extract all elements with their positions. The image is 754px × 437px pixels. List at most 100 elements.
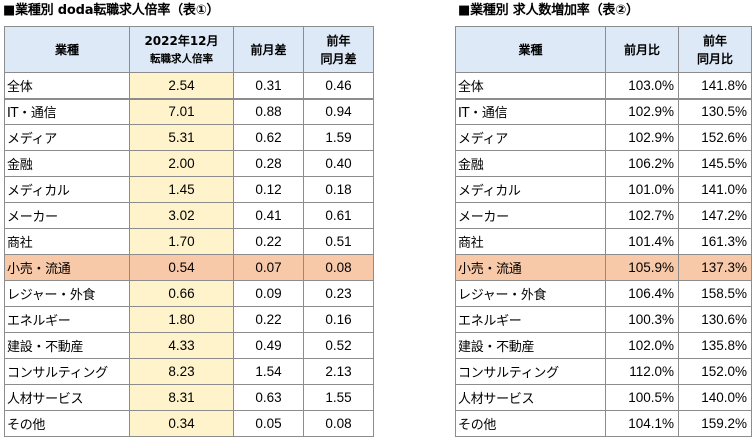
header-yoy-diff: 前年 同月差 — [303, 26, 374, 73]
mom-diff-cell: 0.49 — [233, 332, 304, 359]
rate-cell: 2.00 — [129, 150, 234, 177]
table-row: コンサルティング 112.0% 152.0% — [455, 358, 752, 385]
table-row: IT・通信 102.9% 130.5% — [455, 98, 752, 125]
yoy-diff-cell: 0.08 — [303, 254, 374, 281]
table-row: 小売・流通 0.54 0.07 0.08 — [4, 254, 374, 281]
industry-cell: 人材サービス — [455, 384, 606, 411]
header-yoy-line2: 同月比 — [696, 51, 733, 66]
yoy-ratio-cell: 145.5% — [678, 150, 752, 177]
header-yoy-ratio: 前年 同月比 — [678, 26, 752, 73]
mom-diff-cell: 1.54 — [233, 358, 304, 385]
header-mom-ratio: 前月比 — [605, 26, 679, 73]
yoy-diff-cell: 0.94 — [303, 98, 374, 125]
table-row: エネルギー 1.80 0.22 0.16 — [4, 306, 374, 333]
table-row: 建設・不動産 102.0% 135.8% — [455, 332, 752, 359]
yoy-diff-cell: 0.23 — [303, 280, 374, 307]
table-row: メーカー 3.02 0.41 0.61 — [4, 202, 374, 229]
industry-cell: メディア — [4, 124, 130, 151]
mom-diff-cell: 0.22 — [233, 306, 304, 333]
table-row: レジャー・外食 0.66 0.09 0.23 — [4, 280, 374, 307]
header-rate-line2: 転職求人倍率 — [150, 52, 213, 65]
yoy-diff-cell: 0.08 — [303, 410, 374, 437]
industry-cell: メディカル — [455, 176, 606, 203]
yoy-diff-cell: 0.52 — [303, 332, 374, 359]
mom-ratio-cell: 105.9% — [605, 254, 679, 281]
mom-diff-cell: 0.05 — [233, 410, 304, 437]
yoy-ratio-cell: 140.0% — [678, 384, 752, 411]
rate-cell: 0.66 — [129, 280, 234, 307]
rate-cell: 1.45 — [129, 176, 234, 203]
rate-cell: 4.33 — [129, 332, 234, 359]
industry-cell: 全体 — [4, 72, 130, 100]
table-row: 全体 103.0% 141.8% — [455, 72, 752, 100]
yoy-ratio-cell: 159.2% — [678, 410, 752, 437]
yoy-diff-cell: 2.13 — [303, 358, 374, 385]
table-row: 人材サービス 100.5% 140.0% — [455, 384, 752, 411]
industry-cell: 建設・不動産 — [455, 332, 606, 359]
mom-ratio-cell: 106.4% — [605, 280, 679, 307]
table-row: 建設・不動産 4.33 0.49 0.52 — [4, 332, 374, 359]
table-row: メディカル 101.0% 141.0% — [455, 176, 752, 203]
yoy-diff-cell: 1.59 — [303, 124, 374, 151]
table-row: 全体 2.54 0.31 0.46 — [4, 72, 374, 100]
industry-cell: IT・通信 — [4, 98, 130, 125]
header-yoy-line2: 同月差 — [320, 51, 357, 66]
rate-cell: 1.80 — [129, 306, 234, 333]
rate-cell: 2.54 — [129, 72, 234, 100]
mom-ratio-cell: 104.1% — [605, 410, 679, 437]
industry-cell: 金融 — [4, 150, 130, 177]
industry-cell: 人材サービス — [4, 384, 130, 411]
rate-cell: 1.70 — [129, 228, 234, 255]
rate-cell: 5.31 — [129, 124, 234, 151]
yoy-ratio-cell: 141.8% — [678, 72, 752, 100]
table-row: IT・通信 7.01 0.88 0.94 — [4, 98, 374, 125]
table-row: レジャー・外食 106.4% 158.5% — [455, 280, 752, 307]
yoy-ratio-cell: 158.5% — [678, 280, 752, 307]
yoy-ratio-cell: 152.0% — [678, 358, 752, 385]
yoy-ratio-cell: 152.6% — [678, 124, 752, 151]
mom-ratio-cell: 100.5% — [605, 384, 679, 411]
industry-cell: コンサルティング — [4, 358, 130, 385]
mom-ratio-cell: 103.0% — [605, 72, 679, 100]
mom-diff-cell: 0.28 — [233, 150, 304, 177]
rate-cell: 8.23 — [129, 358, 234, 385]
header-yoy-line1: 前年 — [702, 33, 727, 48]
yoy-diff-cell: 1.55 — [303, 384, 374, 411]
header-industry: 業種 — [4, 26, 130, 73]
mom-diff-cell: 0.63 — [233, 384, 304, 411]
mom-diff-cell: 0.88 — [233, 98, 304, 125]
industry-cell: その他 — [4, 410, 130, 437]
yoy-diff-cell: 0.61 — [303, 202, 374, 229]
table-row: その他 104.1% 159.2% — [455, 410, 752, 437]
header-yoy-line1: 前年 — [326, 33, 351, 48]
mom-ratio-cell: 101.0% — [605, 176, 679, 203]
yoy-ratio-cell: 130.6% — [678, 306, 752, 333]
yoy-diff-cell: 0.40 — [303, 150, 374, 177]
industry-cell: エネルギー — [4, 306, 130, 333]
industry-cell: レジャー・外食 — [4, 280, 130, 307]
table-row: 商社 101.4% 161.3% — [455, 228, 752, 255]
table-row: その他 0.34 0.05 0.08 — [4, 410, 374, 437]
industry-cell: コンサルティング — [455, 358, 606, 385]
industry-cell: メディア — [455, 124, 606, 151]
table-row: メディア 102.9% 152.6% — [455, 124, 752, 151]
header-rate: 2022年12月 転職求人倍率 — [129, 26, 234, 73]
yoy-ratio-cell: 130.5% — [678, 98, 752, 125]
mom-diff-cell: 0.09 — [233, 280, 304, 307]
yoy-diff-cell: 0.46 — [303, 72, 374, 100]
mom-ratio-cell: 102.9% — [605, 98, 679, 125]
table-row: 小売・流通 105.9% 137.3% — [455, 254, 752, 281]
table-row: 人材サービス 8.31 0.63 1.55 — [4, 384, 374, 411]
industry-cell: 商社 — [4, 228, 130, 255]
yoy-diff-cell: 0.18 — [303, 176, 374, 203]
table-row: 金融 2.00 0.28 0.40 — [4, 150, 374, 177]
table-row: エネルギー 100.3% 130.6% — [455, 306, 752, 333]
industry-cell: メーカー — [4, 202, 130, 229]
industry-cell: メディカル — [4, 176, 130, 203]
yoy-diff-cell: 0.16 — [303, 306, 374, 333]
industry-cell: 全体 — [455, 72, 606, 100]
table-row: 金融 106.2% 145.5% — [455, 150, 752, 177]
mom-ratio-cell: 106.2% — [605, 150, 679, 177]
rate-cell: 0.54 — [129, 254, 234, 281]
industry-cell: メーカー — [455, 202, 606, 229]
